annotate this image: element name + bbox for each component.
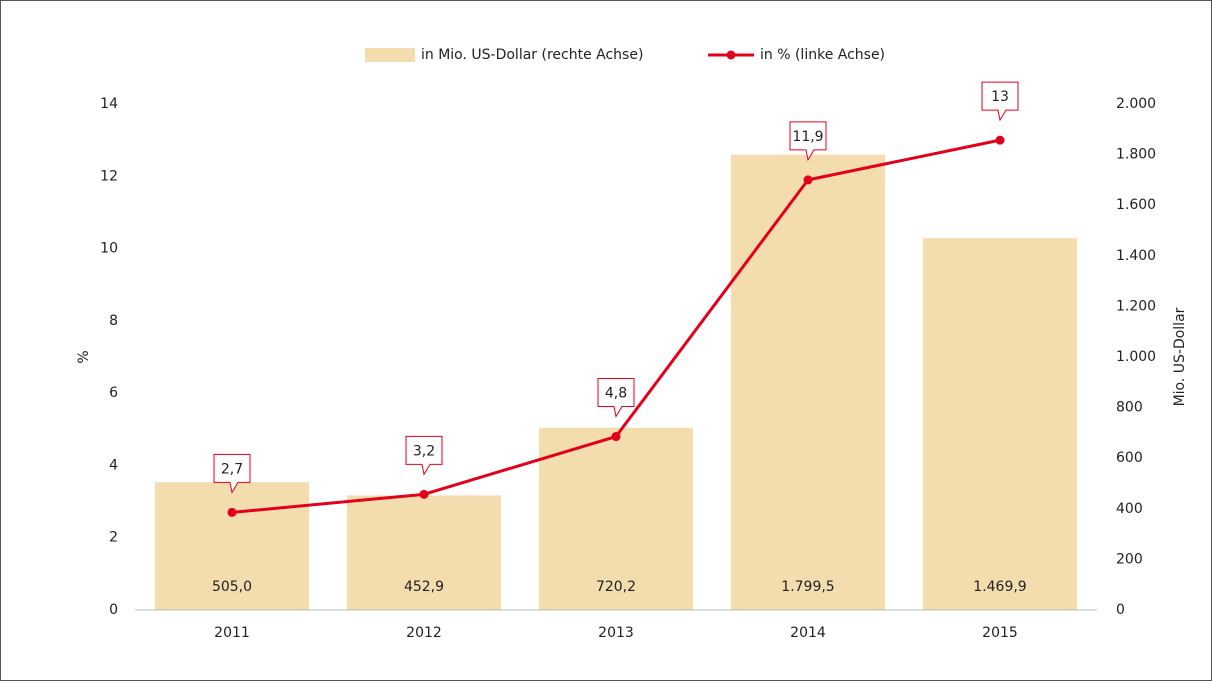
line-point <box>995 135 1005 145</box>
line-value-label: 13 <box>991 89 1009 105</box>
x-tick-label: 2011 <box>214 625 250 641</box>
legend-swatch <box>365 48 415 62</box>
line-point <box>227 507 237 517</box>
bar <box>731 154 885 610</box>
bar <box>923 238 1077 610</box>
y-tick-label: 0 <box>109 602 118 618</box>
y-tick-label: 14 <box>100 96 118 112</box>
y2-tick-label: 400 <box>1116 501 1143 517</box>
bar <box>347 495 501 610</box>
y2-tick-label: 0 <box>1116 602 1125 618</box>
line-value-label: 11,9 <box>792 129 823 145</box>
legend-label: in Mio. US-Dollar (rechte Achse) <box>421 47 643 63</box>
line-value-label: 2,7 <box>221 461 243 477</box>
y2-tick-label: 1.800 <box>1116 147 1156 163</box>
y-axis-title: % <box>76 350 92 363</box>
bar <box>539 427 693 610</box>
y-tick-label: 8 <box>109 313 118 329</box>
y-tick-label: 2 <box>109 530 118 546</box>
y-tick-label: 10 <box>100 241 118 257</box>
label-callout <box>789 121 827 162</box>
label-callout <box>981 81 1019 122</box>
y2-tick-label: 1.200 <box>1116 298 1156 314</box>
bar-value-label: 452,9 <box>404 579 444 595</box>
label-callout <box>405 435 443 476</box>
legend-label: in % (linke Achse) <box>760 47 885 63</box>
line-point <box>803 175 813 185</box>
x-tick-label: 2013 <box>598 625 634 641</box>
line-point <box>611 432 621 442</box>
bar-value-label: 505,0 <box>212 579 252 595</box>
line-value-label: 4,8 <box>605 386 627 402</box>
line-value-label: 3,2 <box>413 443 435 459</box>
y2-tick-label: 200 <box>1116 551 1143 567</box>
x-tick-label: 2014 <box>790 625 826 641</box>
y2-tick-label: 600 <box>1116 450 1143 466</box>
x-tick-label: 2012 <box>406 625 442 641</box>
bar-value-label: 720,2 <box>596 579 636 595</box>
y2-tick-label: 800 <box>1116 400 1143 416</box>
label-callout <box>213 453 251 494</box>
y2-tick-label: 2.000 <box>1116 96 1156 112</box>
y-tick-label: 12 <box>100 168 118 184</box>
y-tick-label: 6 <box>109 385 118 401</box>
label-callout <box>597 378 635 418</box>
x-tick-label: 2015 <box>982 625 1018 641</box>
bar-value-label: 1.469,9 <box>973 579 1026 595</box>
bar-value-label: 1.799,5 <box>781 579 834 595</box>
y-tick-label: 4 <box>109 457 118 473</box>
y2-tick-label: 1.600 <box>1116 197 1156 213</box>
y2-tick-label: 1.000 <box>1116 349 1156 365</box>
bar <box>155 482 309 610</box>
line-point <box>419 489 429 499</box>
legend-swatch-dot <box>726 50 736 60</box>
y2-axis-title: Mio. US-Dollar <box>1172 307 1188 406</box>
y2-tick-label: 1.400 <box>1116 248 1156 264</box>
